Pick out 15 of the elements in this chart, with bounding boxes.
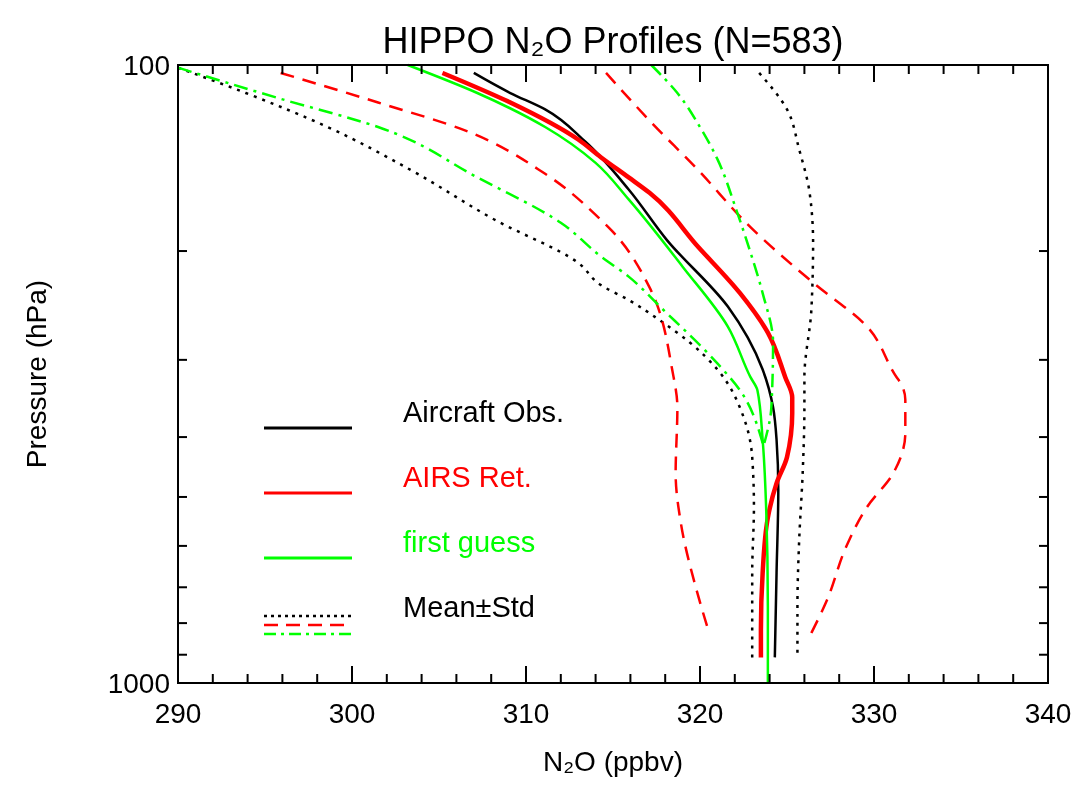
- legend-label: first guess: [403, 526, 536, 558]
- chart-title: HIPPO N₂O Profiles (N=583): [382, 20, 844, 61]
- x-tick-label: 300: [328, 698, 376, 729]
- x-tick-label: 320: [676, 698, 724, 729]
- legend-label: AIRS Ret.: [403, 461, 532, 493]
- y-tick-label: 100: [123, 49, 170, 81]
- y-tick-label: 1000: [107, 667, 170, 699]
- legend-label: Mean±Std: [403, 591, 535, 623]
- y-axis-title: Pressure (hPa): [21, 279, 52, 469]
- x-tick-label: 290: [154, 698, 202, 729]
- x-axis-title: N₂O (ppbv): [542, 746, 684, 777]
- x-tick-label: 310: [502, 698, 550, 729]
- x-tick-label: 330: [850, 698, 898, 729]
- x-tick-label: 340: [1024, 698, 1072, 729]
- legend-label: Aircraft Obs.: [403, 396, 565, 428]
